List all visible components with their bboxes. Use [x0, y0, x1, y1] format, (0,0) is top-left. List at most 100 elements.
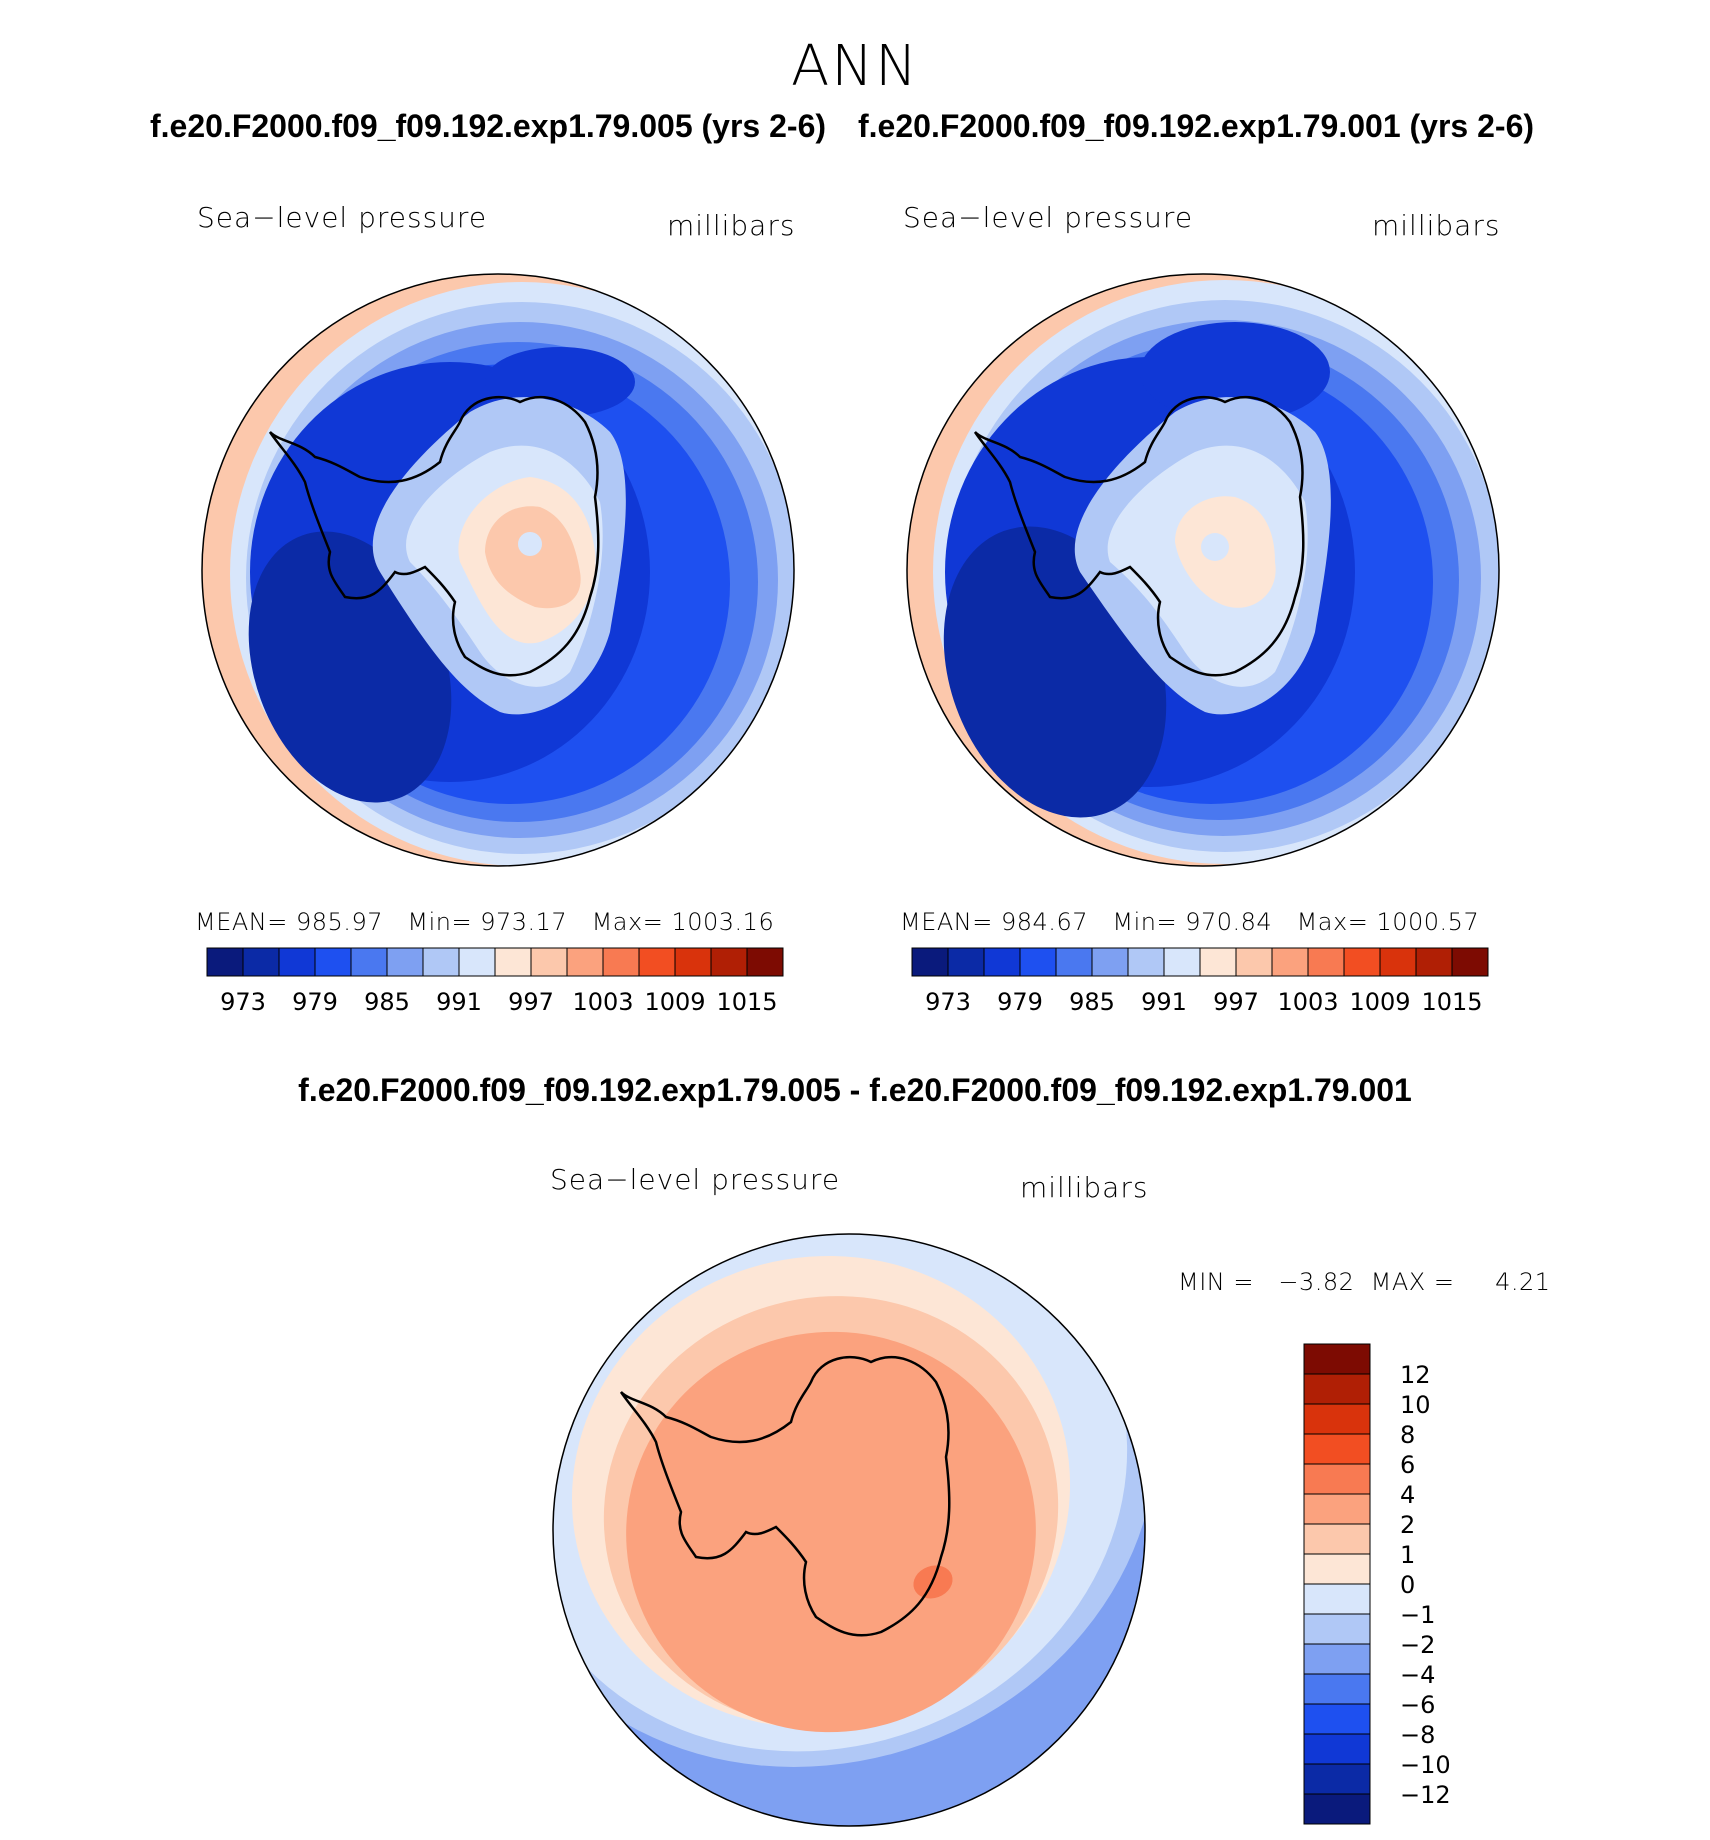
slp-contour-band	[1201, 533, 1229, 561]
panel3-minmax: MIN = −3.82 MAX = 4.21	[1178, 1268, 1551, 1296]
low-pressure-cell	[1140, 322, 1330, 422]
colorbar-swatch	[1303, 1583, 1371, 1615]
colorbar-tick-label: −1	[1400, 1601, 1435, 1629]
colorbar-swatch	[350, 947, 388, 977]
max-value: 1000.57	[1376, 908, 1480, 936]
colorbar-swatch	[1303, 1673, 1371, 1705]
colorbar-tick-label: −10	[1400, 1751, 1450, 1779]
colorbar-swatch	[1307, 947, 1345, 977]
colorbar-case2: 973 979 985 991 997 1003 1009 1015	[911, 947, 1489, 1016]
panel2-variable-label: Sea−level pressure	[903, 201, 1194, 234]
max-value: 1003.16	[671, 908, 775, 936]
colorbar-tick-label: 985	[364, 988, 410, 1016]
panel2-units-label: millibars	[1372, 209, 1501, 242]
mean-value: 984.67	[1001, 908, 1088, 936]
colorbar-tick-label: 1003	[572, 988, 633, 1016]
colorbar-swatch	[494, 947, 532, 977]
colorbar-swatch	[386, 947, 424, 977]
colorbar-swatch	[314, 947, 352, 977]
map-panel-case2	[906, 273, 1500, 867]
colorbar-swatch	[530, 947, 568, 977]
colorbar-swatch	[1303, 1433, 1371, 1465]
colorbar-swatch	[422, 947, 460, 977]
case-title-left: f.e20.F2000.f09_f09.192.exp1.79.005 (yrs…	[150, 108, 827, 144]
colorbar-swatch	[674, 947, 712, 977]
colorbar-swatch	[1415, 947, 1453, 977]
colorbar-tick-label: −8	[1400, 1721, 1435, 1749]
colorbar-case1: 973 979 985 991 997 1003 1009 1015	[206, 947, 784, 1016]
mean-label: MEAN=	[195, 908, 288, 936]
colorbar-swatch	[710, 947, 748, 977]
min-label: Min=	[1112, 908, 1178, 936]
colorbar-swatch	[1199, 947, 1237, 977]
colorbar-swatch	[1379, 947, 1417, 977]
colorbar-tick-label: 991	[436, 988, 482, 1016]
colorbar-tick-label: −12	[1400, 1781, 1450, 1809]
diff-contour-band	[626, 1331, 1036, 1733]
map-panel-difference	[552, 1233, 1146, 1827]
map-boundary-circle	[552, 1233, 1146, 1827]
colorbar-tick-label: 1009	[644, 988, 705, 1016]
colorbar-tick-label: 979	[997, 988, 1043, 1016]
figure-title: ANN	[790, 34, 920, 99]
colorbar-swatch	[1303, 1763, 1371, 1795]
antarctica-coastline	[619, 1355, 951, 1637]
panel3-units-label: millibars	[1020, 1171, 1149, 1204]
colorbar-tick-label: 1003	[1277, 988, 1338, 1016]
colorbar-tick-label: 973	[925, 988, 971, 1016]
colorbar-swatch	[1303, 1523, 1371, 1555]
colorbar-tick-label: 985	[1069, 988, 1115, 1016]
colorbar-swatch	[1303, 1373, 1371, 1405]
colorbar-swatch	[1303, 1403, 1371, 1435]
colorbar-swatch	[746, 947, 784, 977]
colorbar-swatch	[1163, 947, 1201, 977]
max-label: Max=	[1296, 908, 1369, 936]
colorbar-tick-label: 1009	[1349, 988, 1410, 1016]
colorbar-swatch	[1303, 1343, 1371, 1375]
colorbar-swatch	[1303, 1613, 1371, 1645]
colorbar-swatch	[1451, 947, 1489, 977]
colorbar-swatch	[947, 947, 985, 977]
colorbar-swatch	[1271, 947, 1309, 977]
colorbar-swatch	[1303, 1463, 1371, 1495]
panel1-stats: MEAN= 985.97 Min= 973.17 Max= 1003.16	[195, 908, 774, 936]
mean-label: MEAN=	[900, 908, 993, 936]
colorbar-swatch	[1303, 1793, 1371, 1825]
panel1-units-label: millibars	[667, 209, 796, 242]
high-pressure-core	[485, 506, 581, 609]
colorbar-swatch	[1303, 1733, 1371, 1765]
colorbar-swatch	[1127, 947, 1165, 977]
colorbar-swatch	[1343, 947, 1381, 977]
colorbar-swatch	[1019, 947, 1057, 977]
colorbar-tick-label: 2	[1400, 1511, 1415, 1539]
colorbar-tick-label: 991	[1141, 988, 1187, 1016]
colorbar-tick-label: 997	[1213, 988, 1259, 1016]
colorbar-tick-label: 1	[1400, 1541, 1415, 1569]
colorbar-tick-label: 997	[508, 988, 554, 1016]
map-panel-case1	[201, 273, 795, 867]
colorbar-tick-label: 6	[1400, 1451, 1415, 1479]
colorbar-swatch	[1055, 947, 1093, 977]
colorbar-swatch	[983, 947, 1021, 977]
colorbar-swatch	[1303, 1493, 1371, 1525]
colorbar-swatch	[602, 947, 640, 977]
colorbar-tick-label: 12	[1400, 1361, 1431, 1389]
mean-value: 985.97	[296, 908, 383, 936]
colorbar-tick-label: 4	[1400, 1481, 1415, 1509]
panel2-stats: MEAN= 984.67 Min= 970.84 Max= 1000.57	[900, 908, 1479, 936]
colorbar-tick-label: 1015	[1421, 988, 1482, 1016]
colorbar-tick-label: 973	[220, 988, 266, 1016]
colorbar-tick-label: 0	[1400, 1571, 1415, 1599]
colorbar-swatch	[1235, 947, 1273, 977]
colorbar-swatch	[1303, 1553, 1371, 1585]
panel3-variable-label: Sea−level pressure	[550, 1163, 841, 1196]
colorbar-swatch	[911, 947, 949, 977]
case-title-right: f.e20.F2000.f09_f09.192.exp1.79.001 (yrs…	[858, 108, 1535, 144]
min-label: Min=	[407, 908, 473, 936]
min-value: 970.84	[1185, 908, 1273, 936]
min-value: 973.17	[480, 908, 568, 936]
diff-title: f.e20.F2000.f09_f09.192.exp1.79.005 - f.…	[298, 1072, 1412, 1108]
antarctica-coastline	[973, 395, 1305, 677]
colorbar-tick-label: −4	[1400, 1661, 1435, 1689]
